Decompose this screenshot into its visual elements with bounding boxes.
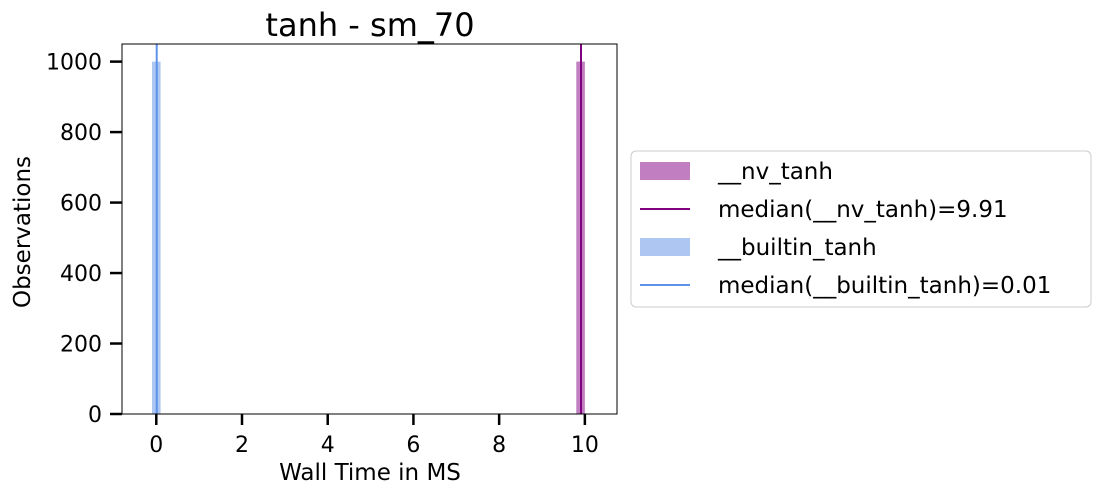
legend-swatch — [640, 238, 690, 256]
x-tick-label: 0 — [149, 433, 163, 458]
plot-area — [152, 44, 585, 414]
x-axis-label: Wall Time in MS — [279, 460, 461, 486]
x-tick-label: 4 — [321, 433, 335, 458]
x-tick-label: 6 — [406, 433, 420, 458]
y-tick-label: 400 — [60, 262, 102, 287]
y-axis: 0 200 400 600 800 1000 — [46, 51, 122, 428]
legend-label: __builtin_tanh — [717, 235, 877, 261]
y-tick-label: 0 — [88, 403, 102, 428]
x-tick-label: 2 — [235, 433, 249, 458]
legend-box — [630, 150, 1092, 308]
x-axis: 0 2 4 6 8 10 — [149, 414, 599, 458]
chart-title: tanh - sm_70 — [265, 6, 474, 44]
y-tick-label: 800 — [60, 121, 102, 146]
legend-label: median(__nv_tanh)=9.91 — [718, 197, 1008, 223]
plot-frame — [121, 43, 618, 415]
x-tick-label: 8 — [492, 433, 506, 458]
legend-swatch — [640, 162, 690, 180]
legend: __nv_tanh median(__nv_tanh)=9.91 __builtin… — [630, 150, 1092, 308]
legend-label: __nv_tanh — [717, 159, 833, 185]
legend-label: median(__builtin_tanh)=0.01 — [718, 273, 1051, 299]
x-tick-label: 10 — [571, 433, 599, 458]
y-tick-label: 200 — [60, 333, 102, 358]
y-axis-label: Observations — [10, 156, 36, 308]
y-tick-label: 1000 — [46, 51, 102, 76]
y-tick-label: 600 — [60, 192, 102, 217]
